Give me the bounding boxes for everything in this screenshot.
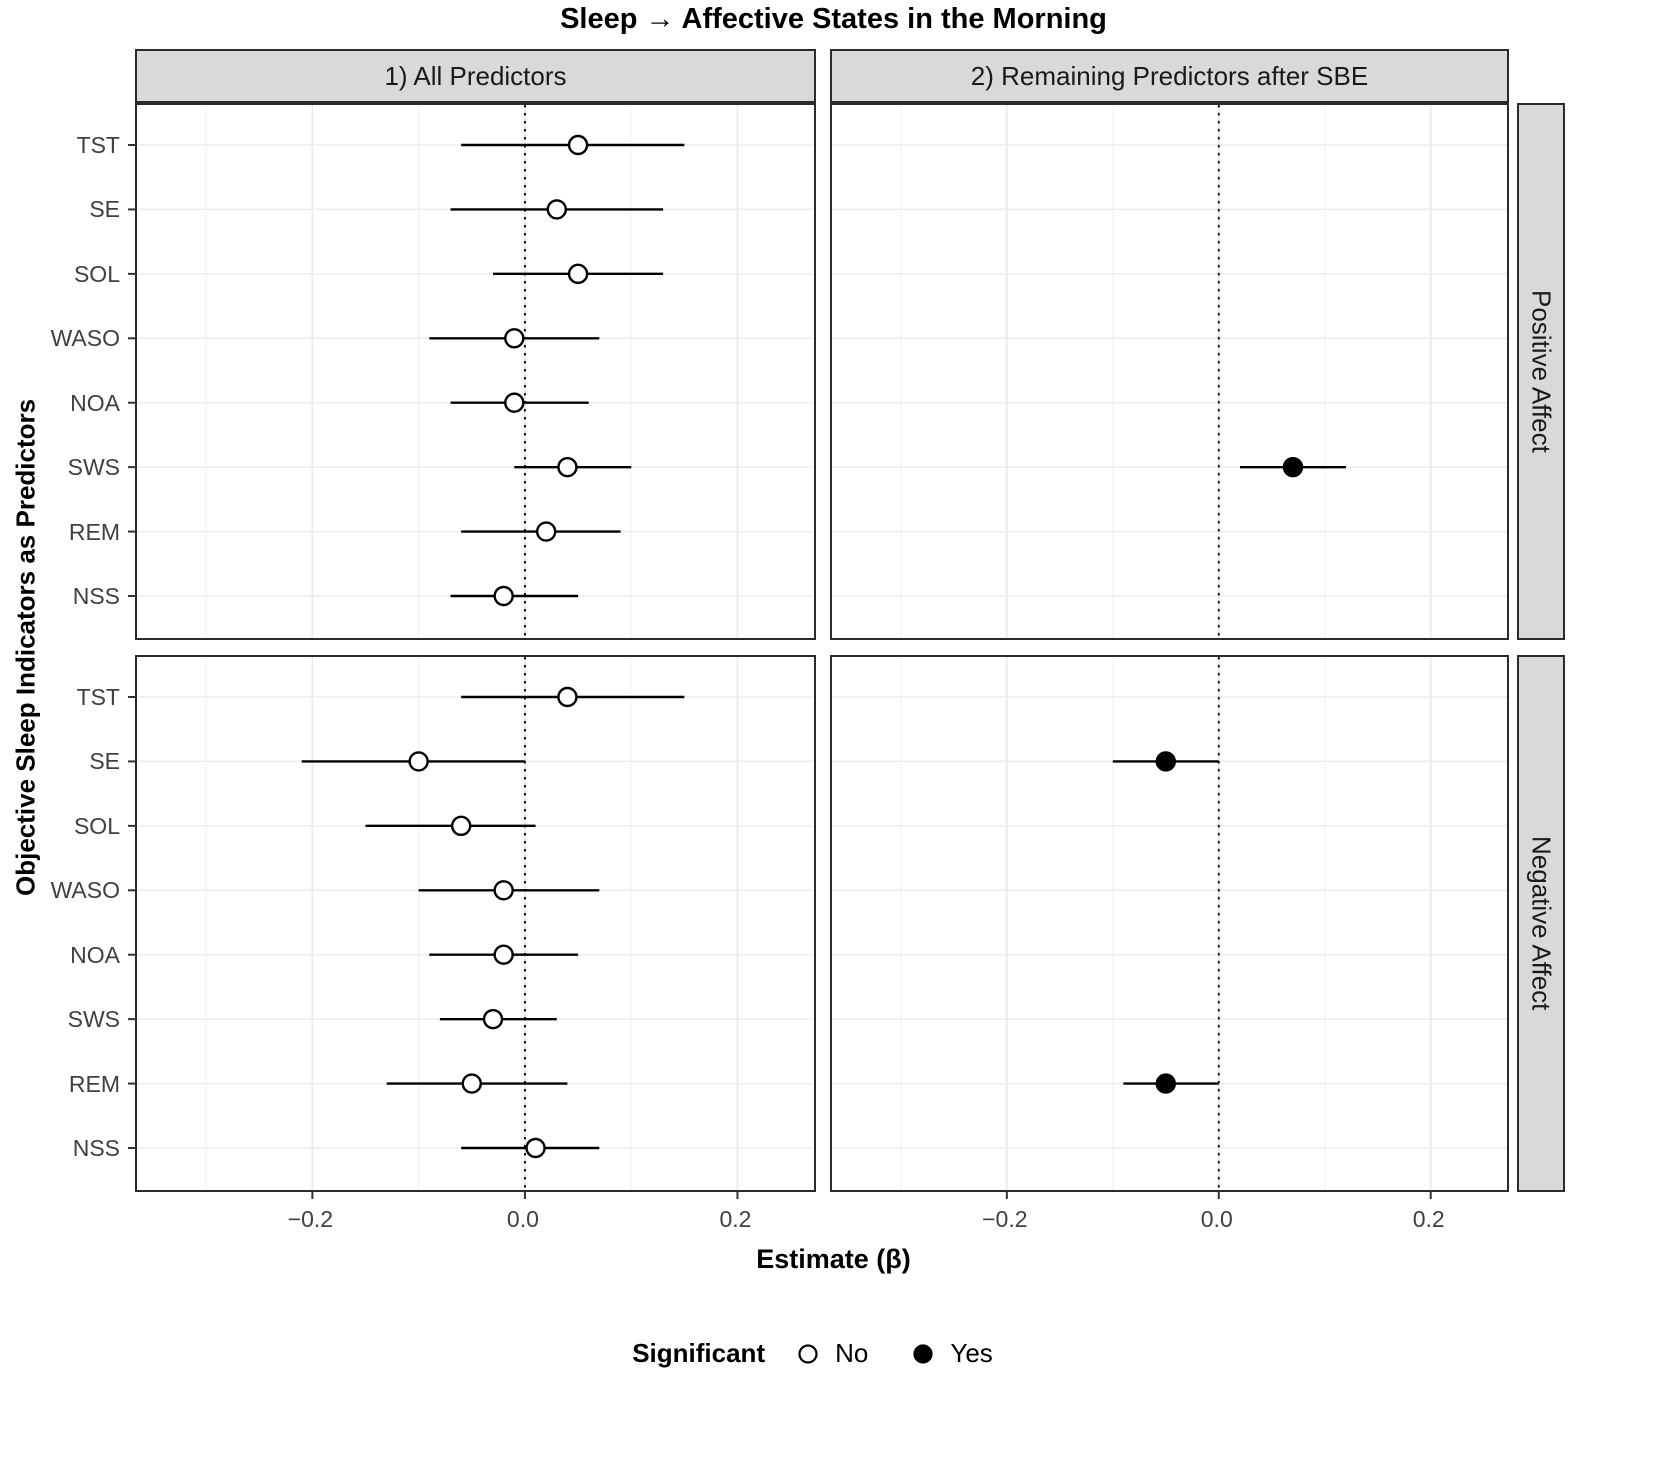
y-axis-category-label: REM bbox=[68, 1070, 120, 1097]
filled-circle-icon bbox=[913, 1343, 933, 1364]
y-axis-category-label: SE bbox=[89, 748, 120, 775]
y-axis-category-label: TST bbox=[76, 132, 120, 158]
estimate-point bbox=[1282, 456, 1304, 478]
y-axis-category-label: REM bbox=[68, 518, 120, 545]
facet-col-strip-all-predictors: 1) All Predictors bbox=[135, 49, 816, 103]
estimate-point bbox=[482, 1008, 504, 1030]
estimate-point bbox=[546, 199, 568, 220]
facet-col-strip-label: 2) Remaining Predictors after SBE bbox=[970, 60, 1369, 91]
legend-label-yes: Yes bbox=[950, 1338, 993, 1368]
y-axis-category-label: NOA bbox=[70, 389, 120, 416]
x-axis-tick-label: −0.2 bbox=[982, 1206, 1028, 1232]
open-circle-icon bbox=[798, 1343, 818, 1364]
estimate-point bbox=[535, 521, 557, 542]
legend-item-significant: Yes bbox=[910, 1338, 993, 1369]
x-axis-tick-label: 0.2 bbox=[1412, 1206, 1445, 1232]
panel-negative-affect-after-sbe bbox=[830, 655, 1509, 1199]
y-axis-category-label: SOL bbox=[73, 812, 120, 839]
y-axis-category-label: SE bbox=[89, 196, 120, 223]
facet-row-strip-label: Negative Affect bbox=[1526, 836, 1557, 1011]
x-axis-tick-label: 0.0 bbox=[506, 1206, 539, 1232]
legend: Significant No Yes bbox=[0, 1338, 1667, 1369]
estimate-point bbox=[1155, 751, 1176, 772]
panel-positive-affect-all-predictors bbox=[128, 103, 816, 640]
y-axis-category-label: SWS bbox=[67, 1006, 120, 1033]
x-axis-tick-label: −0.2 bbox=[287, 1206, 334, 1232]
estimate-point bbox=[461, 1073, 482, 1094]
estimate-point bbox=[408, 751, 429, 772]
legend-title: Significant bbox=[632, 1338, 766, 1368]
estimate-point bbox=[557, 456, 578, 478]
estimate-point bbox=[567, 263, 589, 285]
legend-label-no: No bbox=[835, 1338, 869, 1368]
chart-title: Sleep → Affective States in the Morning bbox=[560, 3, 1107, 35]
estimate-point bbox=[557, 686, 578, 708]
facet-row-strip-positive-affect: Positive Affect bbox=[1517, 103, 1565, 640]
panel-negative-affect-all-predictors bbox=[128, 655, 816, 1199]
y-axis-category-label: SWS bbox=[67, 454, 120, 481]
y-axis-category-label: TST bbox=[76, 684, 120, 710]
y-axis-category-label: NOA bbox=[70, 941, 120, 968]
facet-col-strip-remaining-after-sbe: 2) Remaining Predictors after SBE bbox=[830, 49, 1509, 103]
estimate-point bbox=[493, 944, 514, 965]
facet-col-strip-label: 1) All Predictors bbox=[384, 60, 567, 91]
panel-plot bbox=[128, 657, 814, 1199]
estimate-point bbox=[525, 1137, 546, 1159]
estimate-point bbox=[567, 134, 589, 156]
estimate-point bbox=[504, 392, 525, 413]
x-axis-title: Estimate (β) bbox=[756, 1244, 911, 1274]
facet-row-strip-negative-affect: Negative Affect bbox=[1517, 655, 1565, 1192]
x-axis-tick-label: 0.2 bbox=[719, 1206, 752, 1232]
estimate-point bbox=[493, 880, 514, 901]
panel-plot bbox=[832, 105, 1507, 638]
estimate-point bbox=[493, 585, 514, 607]
estimate-point bbox=[1155, 1073, 1176, 1094]
x-axis-tick-label: 0.0 bbox=[1200, 1206, 1233, 1232]
panel-plot bbox=[128, 105, 814, 638]
y-axis-category-label: NSS bbox=[72, 1135, 120, 1161]
estimate-point bbox=[504, 328, 525, 349]
panel-plot bbox=[832, 657, 1507, 1199]
estimate-point bbox=[450, 815, 472, 837]
legend-item-not-significant: No bbox=[795, 1338, 868, 1369]
y-axis-category-label: NSS bbox=[72, 583, 120, 609]
y-axis-category-label: SOL bbox=[73, 260, 120, 287]
y-axis-category-label: WASO bbox=[50, 877, 120, 904]
facet-row-strip-label: Positive Affect bbox=[1526, 290, 1557, 453]
panel-positive-affect-after-sbe bbox=[830, 103, 1509, 640]
y-axis-category-label: WASO bbox=[50, 325, 120, 352]
